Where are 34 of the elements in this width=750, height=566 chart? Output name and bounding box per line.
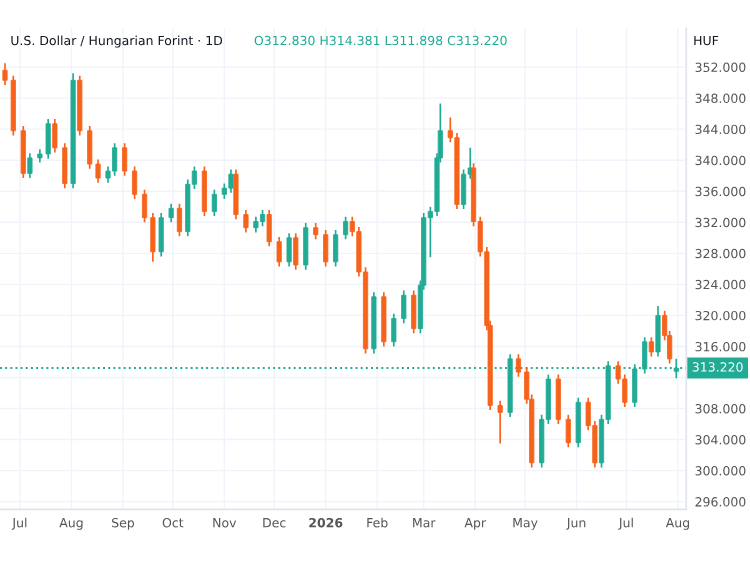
candlestick (323, 229, 329, 268)
candlestick (555, 373, 561, 425)
candlestick (655, 305, 661, 358)
candlestick (20, 125, 26, 179)
candlestick (27, 152, 33, 179)
candlestick (243, 209, 249, 234)
candlestick (286, 232, 292, 268)
candlestick (391, 313, 397, 348)
candlestick (648, 336, 654, 358)
candlestick (266, 209, 272, 248)
candlestick (158, 212, 164, 258)
candlestick (381, 291, 387, 348)
candlestick (122, 142, 128, 177)
candlestick (497, 399, 503, 445)
candlestick (211, 188, 217, 217)
candlestick (333, 229, 339, 268)
candlestick (233, 168, 239, 221)
candlestick (132, 165, 138, 200)
candlestick (411, 289, 417, 335)
candlestick (401, 289, 407, 325)
candlestick (575, 396, 581, 449)
candlestick (276, 236, 282, 268)
candlestick (303, 222, 309, 271)
candlestick (176, 202, 183, 238)
candlestick (343, 216, 349, 241)
candlestick (228, 168, 234, 194)
candlestick (201, 165, 207, 217)
candlestick (45, 118, 51, 160)
candlestick (293, 232, 299, 271)
candlestick (112, 142, 118, 177)
candlestick (62, 142, 68, 189)
candlestick (52, 118, 58, 154)
candlestick (565, 413, 571, 449)
candlestick (168, 202, 174, 224)
